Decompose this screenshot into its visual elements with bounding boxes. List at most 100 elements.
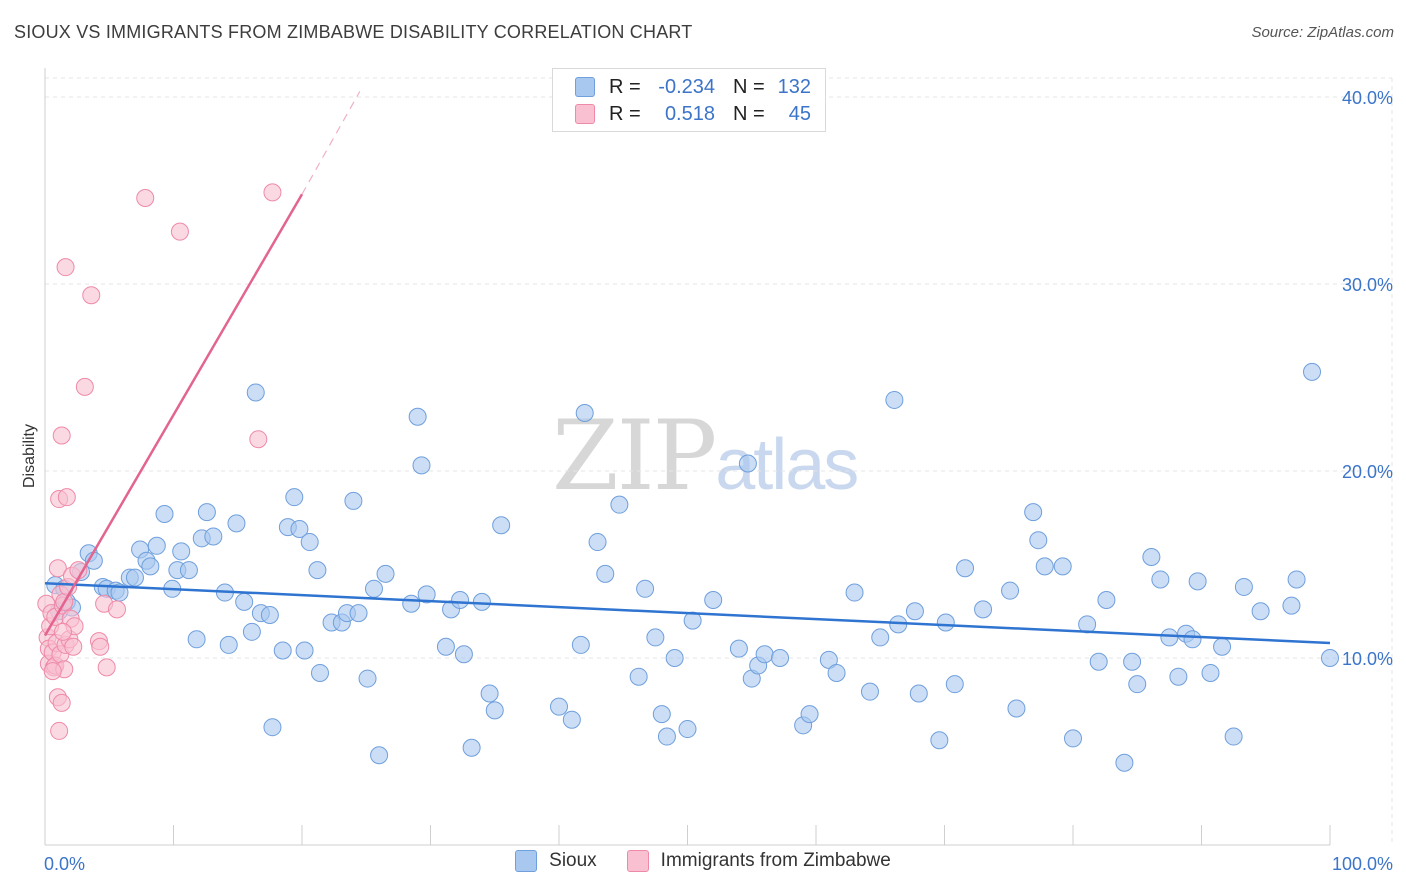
sioux-point: [485, 701, 504, 720]
sioux-point: [1128, 675, 1147, 694]
sioux-point: [454, 645, 473, 664]
legend-row-zimbabwe: R = 0.518 N = 45: [575, 101, 811, 127]
n-label: N =: [733, 102, 765, 125]
sioux-point: [295, 641, 314, 660]
sioux-point: [683, 611, 702, 630]
legend-item-zimbabwe[interactable]: Immigrants from Zimbabwe: [626, 850, 891, 872]
sioux-point: [197, 503, 216, 522]
source-label: Source: ZipAtlas.com: [1251, 24, 1394, 41]
sioux-point: [629, 667, 648, 686]
sioux-point: [1001, 581, 1020, 600]
sioux-point: [235, 592, 254, 611]
sioux-point: [172, 542, 191, 561]
sioux-point: [610, 495, 629, 514]
zimbabwe-point: [249, 430, 268, 449]
sioux-point: [462, 738, 481, 757]
n-value: 45: [788, 102, 811, 125]
sioux-point: [550, 697, 568, 716]
sioux-point: [945, 675, 964, 694]
zimbabwe-swatch: [626, 850, 649, 872]
zimbabwe-point: [97, 658, 116, 677]
sioux-point: [242, 622, 261, 641]
sioux-point: [364, 579, 383, 598]
zimbabwe-point: [56, 258, 75, 277]
sioux-point: [930, 731, 949, 750]
sioux-point: [147, 536, 166, 555]
sioux-point: [845, 583, 864, 602]
legend-label: Immigrants from Zimbabwe: [660, 850, 891, 871]
r-value: -0.234: [658, 75, 715, 98]
sioux-point: [678, 720, 697, 739]
zimbabwe-point: [52, 693, 71, 712]
sioux-point: [310, 663, 329, 682]
sioux-point: [263, 718, 282, 737]
zimbabwe-point: [136, 188, 155, 207]
legend-label: Sioux: [549, 850, 597, 871]
sioux-point: [588, 533, 607, 552]
y-tick-label: 30.0%: [1342, 275, 1393, 295]
sioux-point: [1169, 667, 1188, 686]
sioux-swatch: [515, 850, 538, 872]
sioux-point: [1251, 602, 1270, 621]
n-label: N =: [733, 75, 765, 98]
r-label: R =: [609, 102, 641, 125]
sioux-point: [260, 605, 279, 624]
legend-item-sioux[interactable]: Sioux: [515, 850, 597, 872]
sioux-point: [1160, 628, 1179, 647]
sioux-point: [1142, 548, 1161, 567]
sioux-point: [290, 519, 309, 538]
sioux-point: [729, 639, 748, 658]
y-tick-label: 40.0%: [1342, 88, 1393, 108]
sioux-point: [1115, 753, 1134, 772]
sioux-point: [125, 568, 144, 587]
sioux-point: [285, 488, 304, 507]
sioux-point: [800, 705, 819, 724]
r-value: 0.518: [664, 102, 715, 125]
sioux-point: [436, 637, 455, 656]
sioux-point: [1303, 362, 1322, 381]
sioux-point: [492, 516, 511, 535]
sioux-point: [1007, 699, 1026, 718]
sioux-point: [956, 559, 975, 578]
zimbabwe-point: [170, 222, 189, 241]
sioux-swatch: [575, 77, 595, 97]
zimbabwe-point: [53, 622, 72, 641]
sioux-point: [402, 594, 421, 613]
legend-row-sioux: R = -0.234 N = 132: [575, 74, 811, 100]
sioux-point: [300, 533, 319, 552]
zimbabwe-point: [48, 559, 67, 578]
sioux-point: [974, 600, 993, 619]
sioux-point: [1224, 727, 1243, 746]
sioux-point: [376, 564, 395, 583]
sioux-point: [1029, 531, 1048, 550]
zimbabwe-point: [43, 662, 62, 681]
sioux-point: [562, 710, 581, 729]
sioux-point: [575, 404, 594, 423]
sioux-point: [665, 649, 684, 667]
sioux-point: [155, 505, 174, 524]
sioux-point: [179, 561, 198, 580]
zimbabwe-point: [50, 721, 69, 740]
sioux-point: [860, 682, 879, 701]
sioux-point: [246, 383, 265, 402]
sioux-point: [1188, 572, 1207, 591]
zimbabwe-trendline-extension: [301, 91, 361, 195]
sioux-point: [1183, 630, 1202, 649]
chart-title: SIOUX VS IMMIGRANTS FROM ZIMBABWE DISABI…: [14, 22, 693, 42]
sioux-point: [1287, 570, 1306, 589]
zimbabwe-trendline: [43, 193, 304, 637]
sioux-point: [1097, 591, 1116, 610]
sioux-point: [1201, 663, 1220, 682]
n-value: 132: [777, 75, 811, 98]
sioux-point: [408, 407, 427, 426]
sioux-point: [412, 456, 431, 475]
sioux-point: [1024, 503, 1043, 522]
sioux-point: [344, 491, 363, 510]
sioux-point: [1213, 637, 1232, 656]
series-legend: Sioux Immigrants from Zimbabwe: [0, 850, 1406, 872]
y-tick-label: 20.0%: [1342, 462, 1393, 482]
sioux-point: [652, 705, 671, 724]
sioux-point: [1035, 557, 1054, 576]
sioux-trendline: [44, 581, 1331, 645]
x-tick-label: 0.0%: [44, 854, 85, 874]
